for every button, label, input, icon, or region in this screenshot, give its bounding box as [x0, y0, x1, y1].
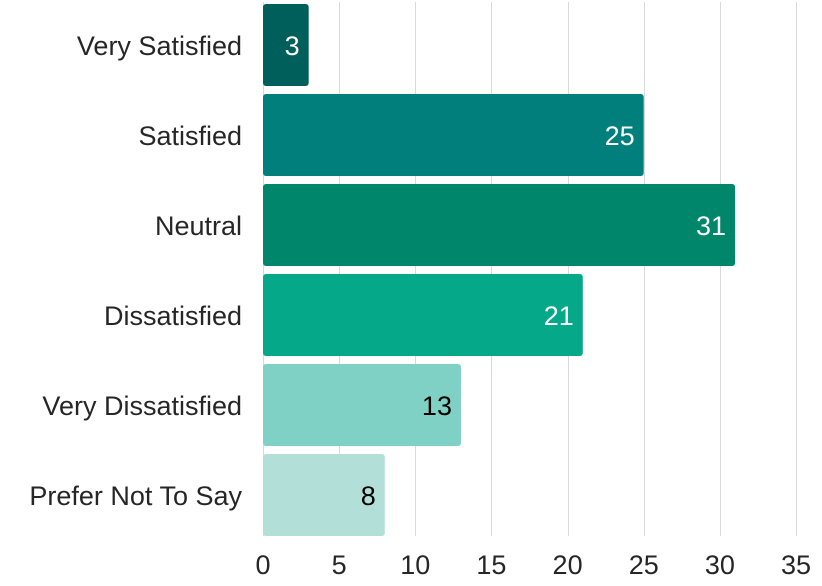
value-label: 3: [285, 31, 300, 61]
bar-neutral: [263, 184, 736, 266]
category-label: Dissatisfied: [104, 301, 242, 331]
bars: 3 25 31 21 13 8: [263, 4, 736, 536]
x-tick-label: 0: [255, 550, 270, 580]
category-label: Neutral: [155, 211, 242, 241]
x-tick-label: 25: [629, 550, 659, 580]
bar-very-satisfied: [263, 4, 309, 86]
category-labels: Very Satisfied Satisfied Neutral Dissatisfi…: [29, 31, 242, 511]
x-tick-label: 15: [476, 550, 506, 580]
bar-dissatisfied: [263, 274, 583, 356]
category-label: Satisfied: [138, 121, 242, 151]
x-tick-label: 10: [400, 550, 430, 580]
gridlines: [263, 2, 797, 536]
category-label: Prefer Not To Say: [29, 481, 242, 511]
category-label: Very Dissatisfied: [42, 391, 242, 421]
value-label: 8: [361, 481, 376, 511]
value-label: 13: [422, 391, 452, 421]
value-label: 25: [605, 121, 635, 151]
bar-satisfied: [263, 94, 644, 176]
value-label: 21: [544, 301, 574, 331]
x-tick-label: 30: [705, 550, 735, 580]
category-label: Very Satisfied: [77, 31, 242, 61]
x-tick-label: 20: [553, 550, 583, 580]
bar-prefer-not-to-say: [263, 454, 385, 536]
x-tick-label: 5: [332, 550, 347, 580]
x-axis-ticks: 0 5 10 15 20 25 30 35: [255, 550, 811, 580]
x-tick-label: 35: [781, 550, 811, 580]
bar-very-dissatisfied: [263, 364, 461, 446]
value-label: 31: [696, 211, 726, 241]
